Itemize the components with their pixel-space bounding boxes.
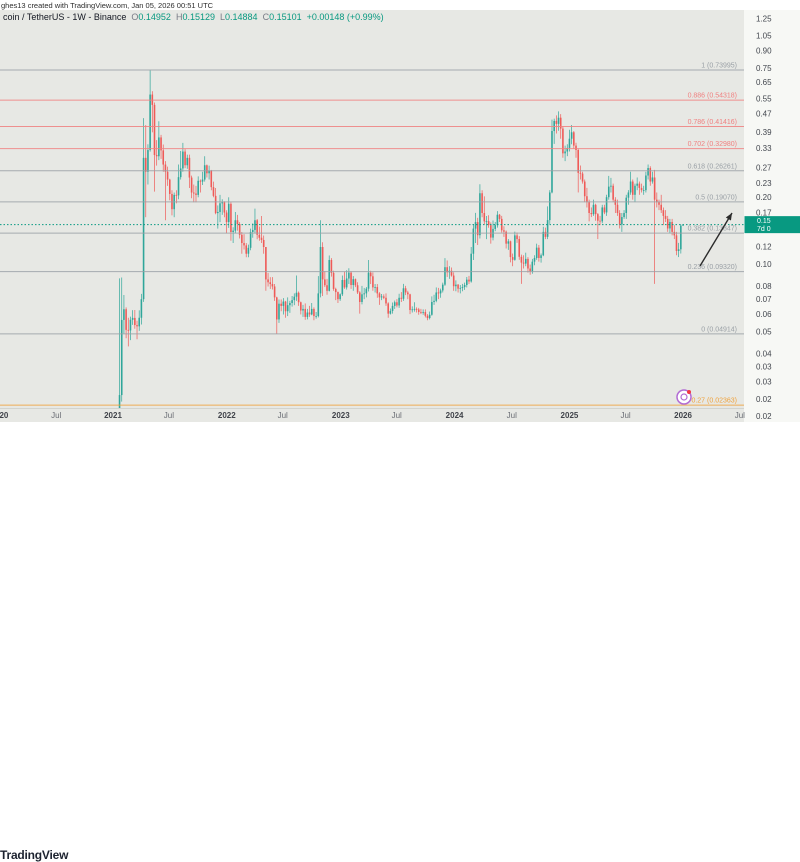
footer-bar: TradingView [0,422,800,450]
chart-pane [0,10,744,422]
symbol-title: coin / TetherUS - 1W - Binance [3,12,126,22]
change-value: +0.00148 (+0.99%) [307,12,384,22]
ohlc-close-value: 0.15101 [269,12,302,22]
price-axis [744,10,800,422]
page-root: { "attribution": "ghes13 created with Tr… [0,0,800,450]
tradingview-wordmark: TradingView [0,848,68,862]
attribution-text: ghes13 created with TradingView.com, Jan… [1,1,213,10]
attribution-bar: ghes13 created with TradingView.com, Jan… [0,0,800,10]
ohlc-low-value: 0.14884 [225,12,258,22]
ohlc-open-value: 0.14952 [138,12,171,22]
ohlc-high-value: 0.15129 [182,12,215,22]
